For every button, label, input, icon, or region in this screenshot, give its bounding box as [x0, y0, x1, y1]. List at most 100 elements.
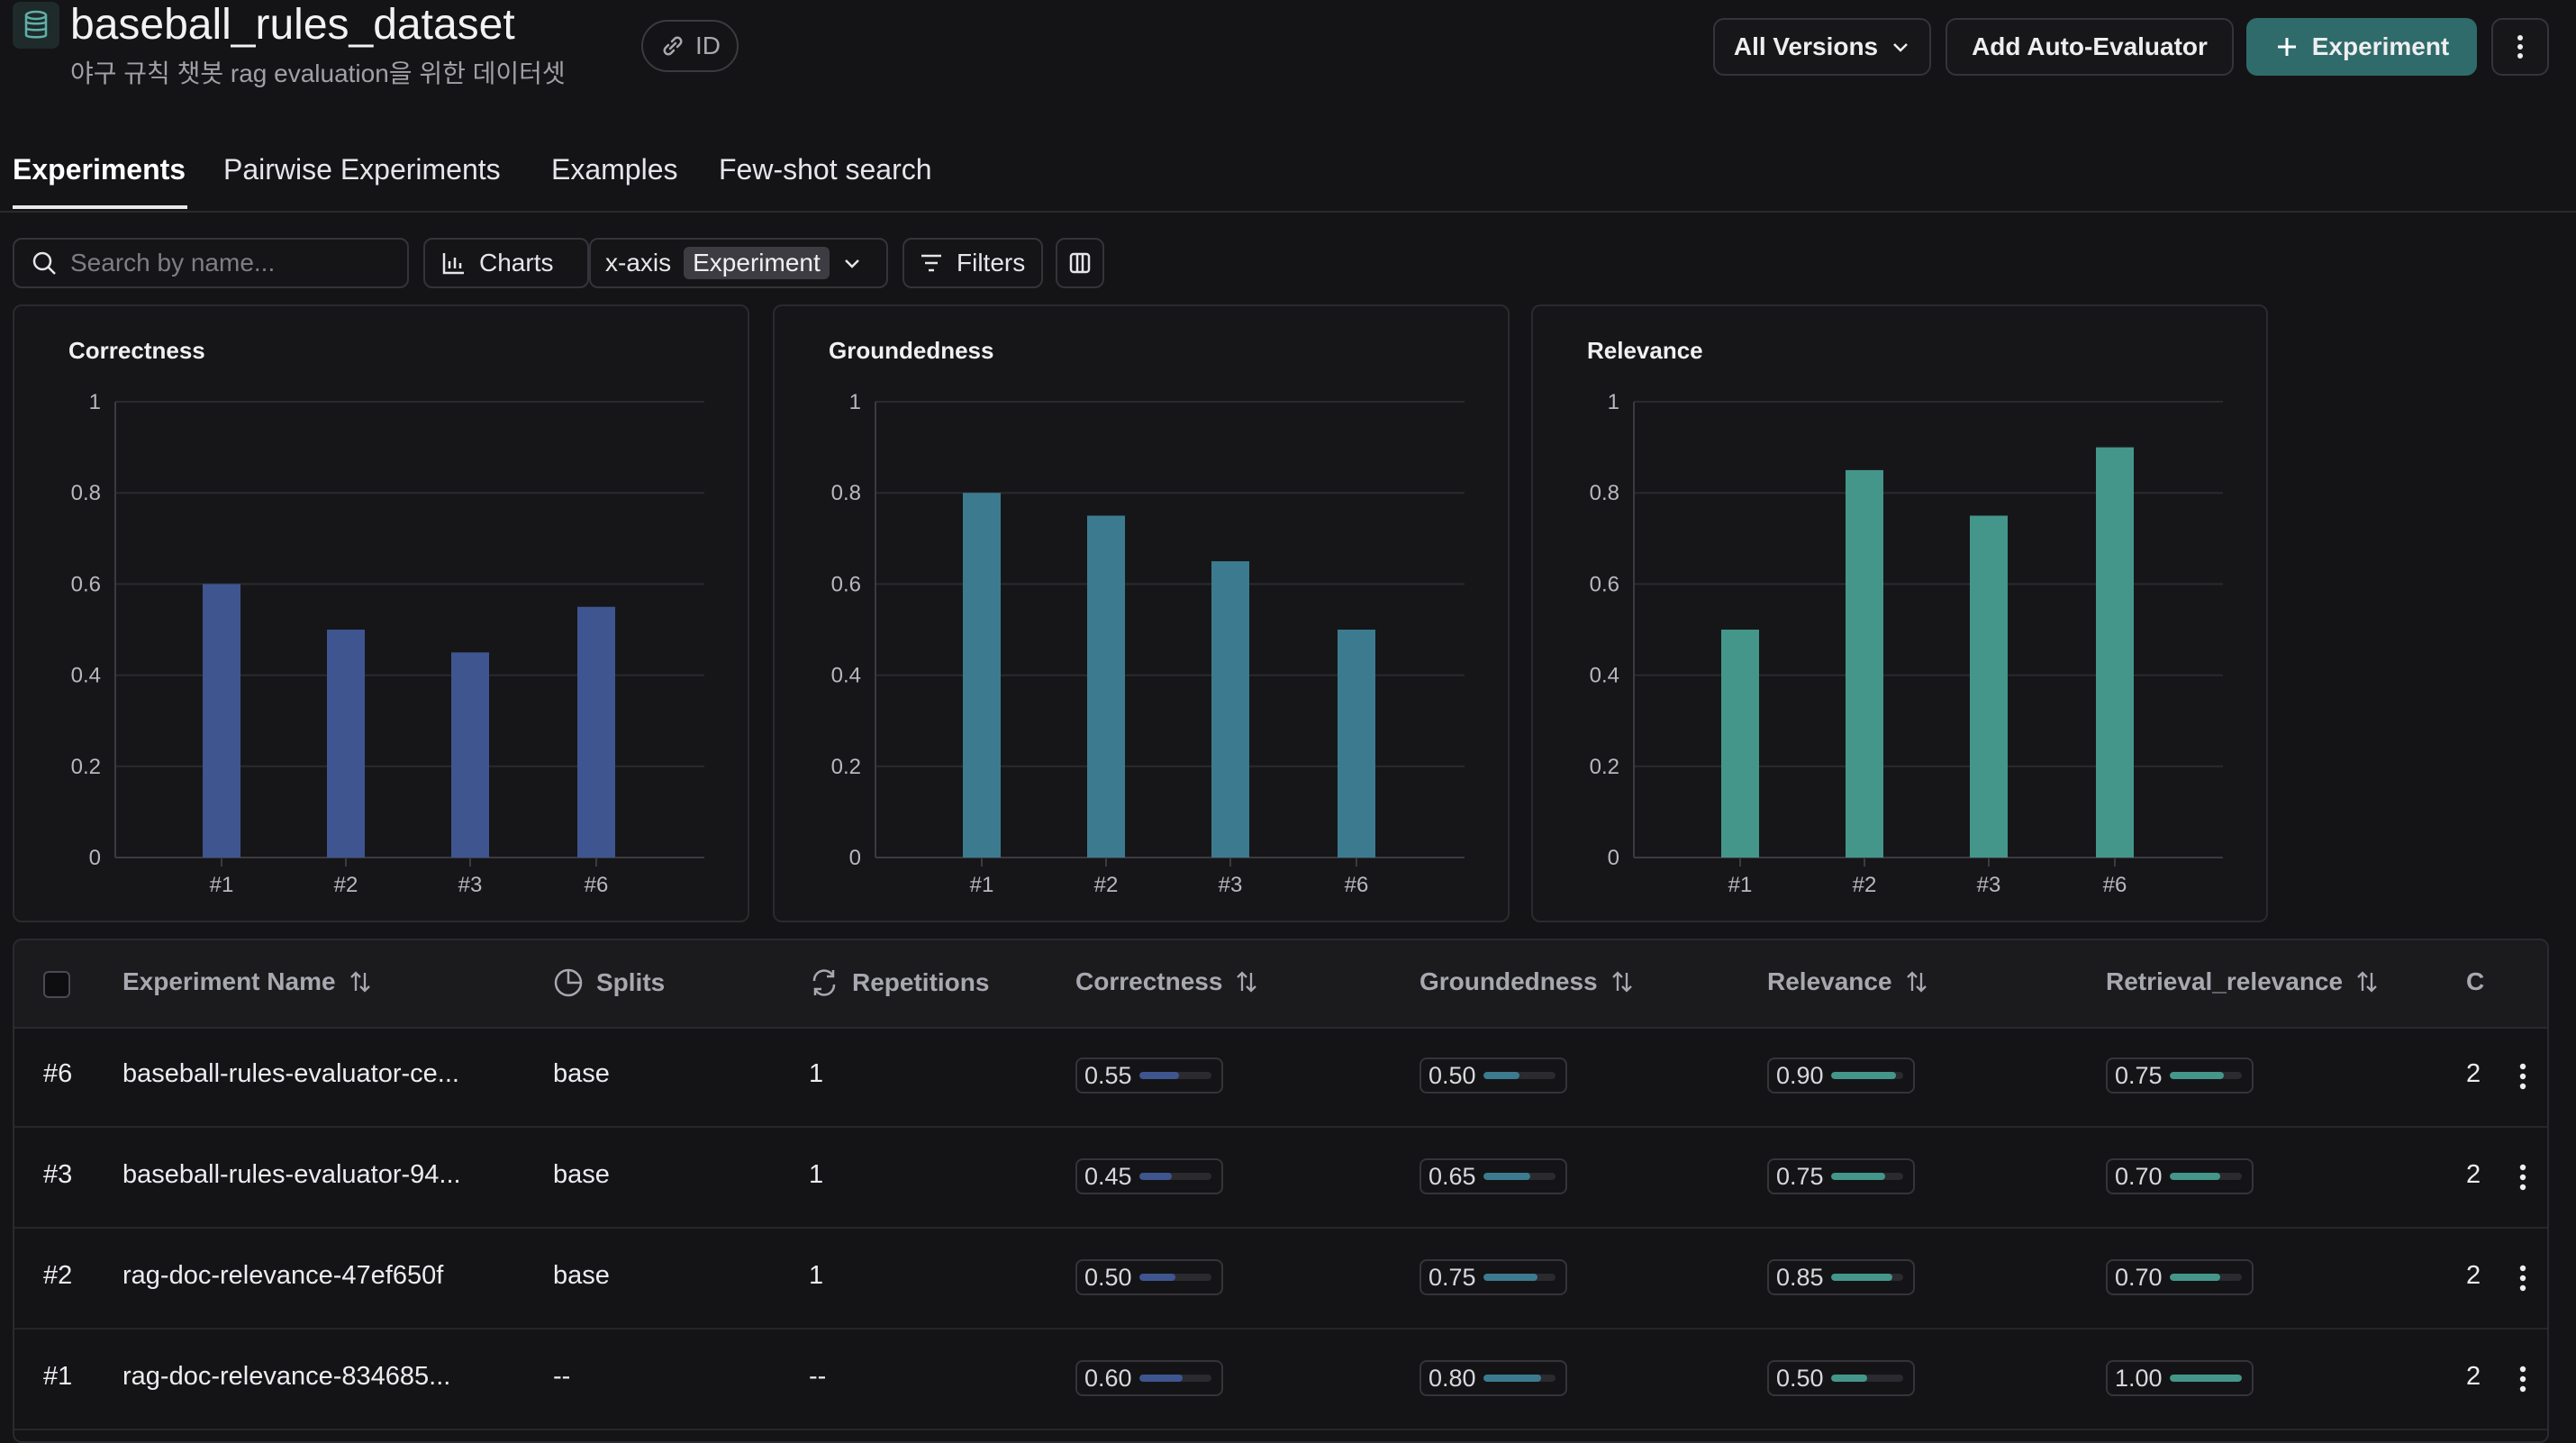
groundedness-score: 0.65: [1420, 1158, 1567, 1194]
score-bar: [1483, 1375, 1556, 1382]
score-bar: [2169, 1274, 2242, 1281]
column-label: Groundedness: [1420, 967, 1598, 995]
row-actions-button[interactable]: [2509, 1061, 2536, 1092]
row-actions-button[interactable]: [2509, 1364, 2536, 1394]
column-correctness[interactable]: Correctness: [1075, 967, 1258, 996]
y-tick-label: 0.4: [71, 664, 101, 688]
search-input[interactable]: Search by name...: [13, 238, 409, 288]
sort-icon: [1235, 969, 1258, 994]
table-row[interactable]: #1 rag-doc-relevance-834685... -- -- 0.60 0.8…: [14, 1330, 2547, 1430]
search-placeholder: Search by name...: [70, 249, 276, 277]
retrieval-score: 0.75: [2106, 1057, 2254, 1094]
score-bar-fill: [1830, 1072, 1896, 1079]
kebab-icon: [2517, 34, 2524, 59]
score-value: 0.75: [1776, 1162, 1824, 1190]
y-tick-label: 0.8: [71, 481, 101, 505]
truncated-cell: 2: [2466, 1059, 2481, 1088]
row-id: #1: [43, 1362, 73, 1391]
search-icon: [31, 250, 58, 277]
x-tick-label: #1: [1728, 873, 1753, 897]
splits-cell: base: [553, 1261, 610, 1290]
column-retrieval-relevance[interactable]: Retrieval_relevance: [2106, 967, 2379, 996]
table-row[interactable]: #2 rag-doc-relevance-47ef650f base 1 0.50 0.7…: [14, 1229, 2547, 1330]
x-tick-label: #6: [2103, 873, 2127, 897]
bar: [1846, 469, 1883, 858]
pie-icon: [553, 967, 584, 998]
x-tick-label: #1: [970, 873, 994, 897]
more-options-button[interactable]: [2491, 18, 2549, 76]
row-actions-button[interactable]: [2509, 1162, 2536, 1193]
y-tick-label: 0.4: [1590, 664, 1619, 688]
select-all-checkbox[interactable]: [43, 971, 70, 998]
sort-icon: [349, 969, 372, 994]
column-groundedness[interactable]: Groundedness: [1420, 967, 1634, 996]
chart-title: Groundedness: [829, 337, 994, 364]
score-value: 0.85: [1776, 1263, 1824, 1291]
relevance-chart: Relevance 0 0.2 0.4 0.6 0.8 1 #1 #2 #3 #6: [1531, 304, 2268, 922]
tab-experiments[interactable]: Experiments: [13, 153, 186, 186]
y-tick-label: 0.6: [1590, 572, 1619, 596]
score-bar: [1830, 1274, 1903, 1281]
x-axis-value: Experiment: [684, 247, 830, 279]
charts-button[interactable]: Charts: [423, 238, 589, 288]
experiments-table: Experiment Name Splits Repetitions Corre…: [13, 939, 2549, 1443]
versions-dropdown[interactable]: All Versions: [1713, 18, 1931, 76]
sort-icon: [1610, 969, 1634, 994]
repeat-icon: [809, 967, 839, 998]
row-id: #6: [43, 1059, 73, 1088]
tab-pairwise-experiments[interactable]: Pairwise Experiments: [223, 153, 501, 186]
y-tick-label: 0.6: [831, 572, 861, 596]
tab-few-shot-search[interactable]: Few-shot search: [719, 153, 932, 186]
plus-icon: [2274, 34, 2299, 59]
column-relevance[interactable]: Relevance: [1767, 967, 1928, 996]
relevance-score: 0.90: [1767, 1057, 1915, 1094]
experiment-name-cell: baseball-rules-evaluator-94...: [122, 1160, 461, 1189]
y-tick-label: 0.4: [831, 664, 861, 688]
chevron-down-icon: [842, 257, 862, 269]
retrieval-score: 1.00: [2106, 1360, 2254, 1396]
table-row[interactable]: #3 baseball-rules-evaluator-94... base 1 0.4…: [14, 1128, 2547, 1229]
repetitions-cell: 1: [809, 1160, 824, 1189]
correctness-chart: Correctness 0 0.2 0.4 0.6 0.8 1 #1 #2 #3 #6: [13, 304, 749, 922]
tab-examples[interactable]: Examples: [551, 153, 678, 186]
y-tick-label: 0: [1608, 846, 1619, 870]
score-bar: [1138, 1173, 1211, 1180]
experiment-name-cell: rag-doc-relevance-834685...: [122, 1362, 451, 1391]
row-actions-button[interactable]: [2509, 1263, 2536, 1293]
x-tick-label: #2: [1094, 873, 1119, 897]
add-auto-evaluator-button[interactable]: Add Auto-Evaluator: [1946, 18, 2234, 76]
bar: [1211, 561, 1249, 858]
score-value: 0.80: [1429, 1364, 1476, 1392]
truncated-cell: 2: [2466, 1362, 2481, 1391]
score-value: 0.50: [1429, 1061, 1476, 1089]
column-experiment-name[interactable]: Experiment Name: [122, 967, 372, 996]
score-bar-fill: [1138, 1173, 1172, 1180]
score-bar: [2169, 1072, 2242, 1079]
repetitions-cell: 1: [809, 1059, 824, 1088]
bar: [2096, 447, 2134, 858]
kebab-icon: [2519, 1063, 2526, 1090]
column-truncated[interactable]: C: [2466, 967, 2485, 995]
x-axis-select[interactable]: x-axis Experiment: [589, 238, 888, 288]
score-bar: [1138, 1274, 1211, 1281]
score-bar-fill: [1830, 1375, 1867, 1382]
column-label: Splits: [596, 968, 666, 996]
chart-svg: 0 0.2 0.4 0.6 0.8 1 #1 #2 #3 #6: [1590, 390, 2223, 897]
experiment-name-cell: baseball-rules-evaluator-ce...: [122, 1059, 459, 1088]
copy-id-button[interactable]: ID: [641, 20, 739, 72]
relevance-score: 0.75: [1767, 1158, 1915, 1194]
column-label: Repetitions: [852, 968, 990, 996]
bar: [1970, 515, 2008, 858]
relevance-score: 0.50: [1767, 1360, 1915, 1396]
groundedness-score: 0.75: [1420, 1259, 1567, 1295]
columns-button[interactable]: [1056, 238, 1104, 288]
filters-button[interactable]: Filters: [903, 238, 1043, 288]
filters-label: Filters: [957, 249, 1026, 277]
score-bar-fill: [1830, 1173, 1885, 1180]
table-row[interactable]: #6 baseball-rules-evaluator-ce... base 1 0.5…: [14, 1027, 2547, 1128]
correctness-score: 0.50: [1075, 1259, 1223, 1295]
bar: [577, 606, 615, 858]
column-repetitions: Repetitions: [809, 967, 989, 998]
bar: [1338, 630, 1375, 858]
new-experiment-button[interactable]: Experiment: [2246, 18, 2477, 76]
